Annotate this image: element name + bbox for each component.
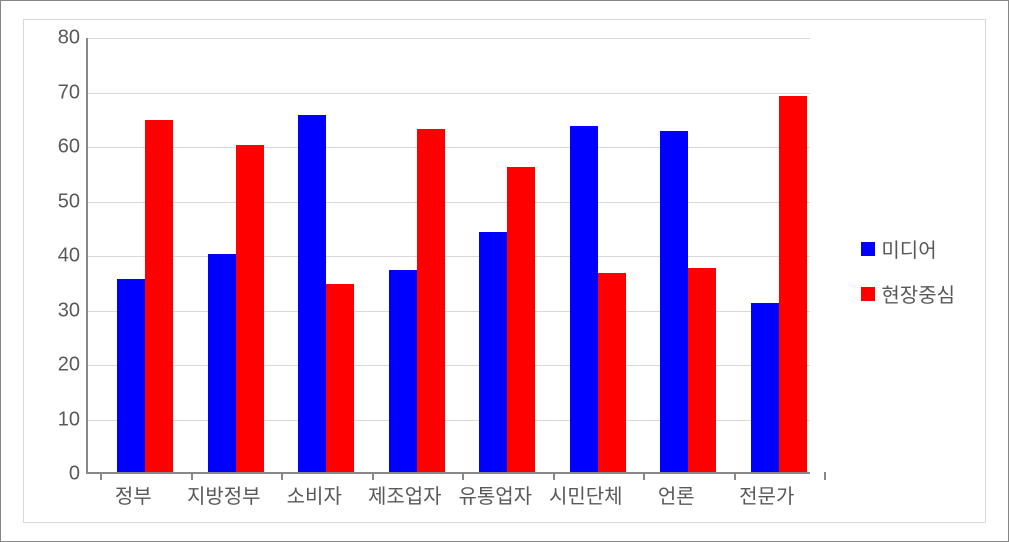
- bar-현장중심: [326, 284, 354, 472]
- bar-미디어: [570, 126, 598, 472]
- x-tick-mark: [281, 472, 283, 480]
- bar-현장중심: [417, 129, 445, 472]
- legend-label-series1: 미디어: [881, 234, 936, 263]
- y-tick-label: 0: [24, 463, 80, 486]
- x-tick-mark: [462, 472, 464, 480]
- x-tick-label: 유통업자: [450, 480, 541, 509]
- plot-area: [86, 38, 810, 474]
- x-tick-mark: [734, 472, 736, 480]
- x-tick-mark: [643, 472, 645, 480]
- x-tick-mark: [824, 472, 826, 480]
- legend-swatch-icon: [861, 242, 875, 256]
- y-tick-label: 70: [24, 81, 80, 104]
- bar-현장중심: [779, 96, 807, 472]
- x-tick-label: 정부: [88, 480, 179, 509]
- y-tick-label: 40: [24, 245, 80, 268]
- bar-미디어: [117, 279, 145, 472]
- x-tick-label: 소비자: [269, 480, 360, 509]
- bar-미디어: [298, 115, 326, 472]
- x-tick-mark: [553, 472, 555, 480]
- y-tick-label: 20: [24, 354, 80, 377]
- y-tick-label: 50: [24, 190, 80, 213]
- x-tick-label: 시민단체: [541, 480, 632, 509]
- bar-현장중심: [145, 120, 173, 472]
- y-tick-label: 10: [24, 408, 80, 431]
- bar-현장중심: [236, 145, 264, 472]
- x-tick-mark: [372, 472, 374, 480]
- bar-현장중심: [688, 268, 716, 472]
- x-tick-mark: [191, 472, 193, 480]
- y-tick-label: 80: [24, 27, 80, 50]
- x-tick-label: 지방정부: [179, 480, 270, 509]
- chart-inner-border: 0 10 20 30 40 50 60 70 80 정부지방정부소비자제조업자유통업자시민단체언…: [23, 19, 986, 523]
- legend-swatch-icon: [861, 287, 875, 301]
- x-tick-label: 언론: [631, 480, 722, 509]
- bar-미디어: [660, 131, 688, 472]
- legend-label-series2: 현장중심: [881, 279, 955, 308]
- legend: 미디어 현장중심: [861, 234, 955, 324]
- x-tick-label: 전문가: [722, 480, 813, 509]
- x-tick-mark: [100, 472, 102, 480]
- chart-container: 0 10 20 30 40 50 60 70 80 정부지방정부소비자제조업자유통업자시민단체언…: [0, 0, 1009, 542]
- y-tick-label: 60: [24, 136, 80, 159]
- bar-현장중심: [598, 273, 626, 472]
- legend-item-series2: 현장중심: [861, 279, 955, 308]
- bar-미디어: [208, 254, 236, 472]
- x-tick-label: 제조업자: [360, 480, 451, 509]
- bars-layer: [88, 38, 810, 472]
- bar-현장중심: [507, 167, 535, 472]
- bar-미디어: [389, 270, 417, 472]
- bar-미디어: [751, 303, 779, 472]
- y-tick-label: 30: [24, 299, 80, 322]
- legend-item-series1: 미디어: [861, 234, 955, 263]
- bar-미디어: [479, 232, 507, 472]
